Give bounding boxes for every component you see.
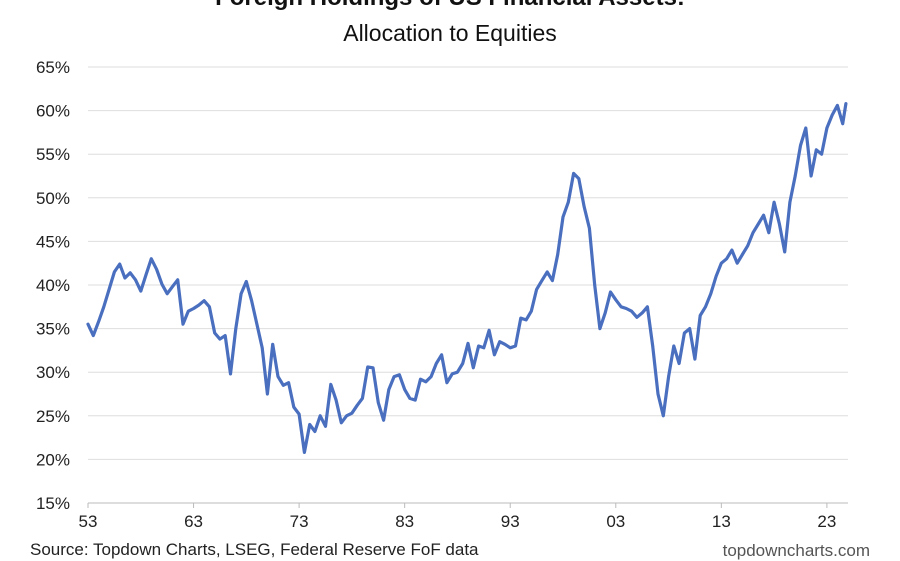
x-tick-label: 13: [712, 512, 731, 531]
x-tick-label: 93: [501, 512, 520, 531]
y-tick-label: 50%: [36, 189, 70, 208]
y-tick-label: 45%: [36, 232, 70, 251]
series-line: [86, 101, 848, 454]
x-tick-label: 53: [79, 512, 98, 531]
x-axis: 53 63 73 83 93 03 13 23: [79, 503, 836, 531]
y-tick-label: 55%: [36, 145, 70, 164]
y-tick-label: 20%: [36, 450, 70, 469]
y-axis: 15% 20% 25% 30% 35% 40% 45% 50% 55% 60% 65%: [36, 58, 70, 513]
x-tick-label: 23: [817, 512, 836, 531]
y-tick-label: 15%: [36, 494, 70, 513]
x-tick-label: 03: [606, 512, 625, 531]
x-tick-label: 73: [290, 512, 309, 531]
chart-title: Foreign Holdings of US Financial Assets:: [0, 0, 900, 12]
source-note: Source: Topdown Charts, LSEG, Federal Re…: [30, 540, 479, 559]
y-tick-label: 40%: [36, 276, 70, 295]
gridlines: [88, 66, 848, 460]
watermark: topdowncharts.com: [722, 541, 870, 560]
series-group: [86, 101, 848, 454]
y-tick-label: 35%: [36, 320, 70, 339]
y-tick-label: 65%: [36, 58, 70, 77]
y-tick-label: 30%: [36, 363, 70, 382]
x-tick-label: 63: [184, 512, 203, 531]
y-tick-label: 25%: [36, 407, 70, 426]
chart-subtitle: Allocation to Equities: [343, 20, 557, 46]
y-tick-label: 60%: [36, 102, 70, 121]
x-tick-label: 83: [395, 512, 414, 531]
